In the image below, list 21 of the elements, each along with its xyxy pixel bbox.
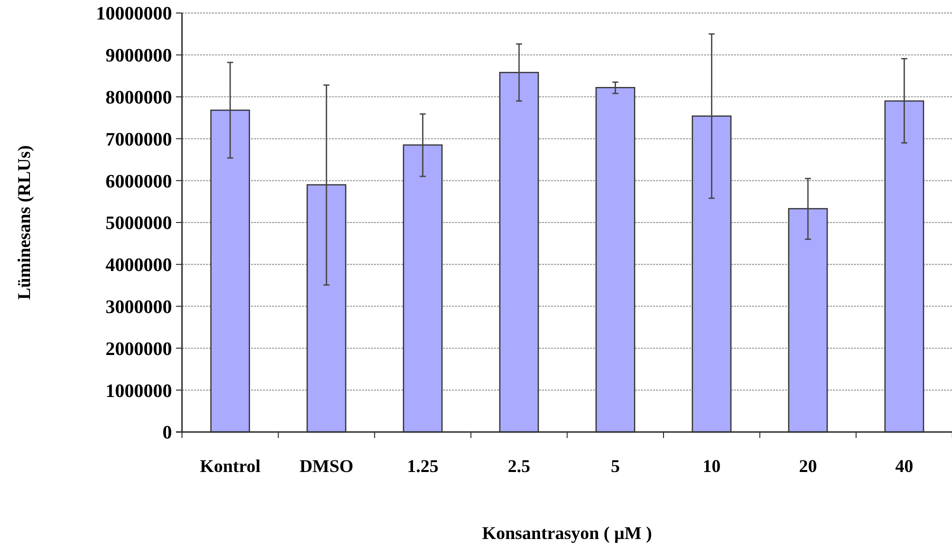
y-axis-title: Lüminesans (RLUs) xyxy=(14,145,34,300)
x-tick-label: 40 xyxy=(895,456,914,476)
x-tick-label: 1.25 xyxy=(407,456,438,476)
y-tick-label: 3000000 xyxy=(106,296,172,318)
x-tick-label: 20 xyxy=(798,456,817,476)
x-tick-label: 2.5 xyxy=(508,456,530,476)
y-tick-label: 5000000 xyxy=(106,213,172,234)
y-tick-label: 1000000 xyxy=(106,380,172,402)
x-tick-label: Kontrol xyxy=(200,456,260,476)
y-tick-label: 4000000 xyxy=(106,255,172,276)
x-tick-label: 10 xyxy=(702,456,721,476)
y-tick-label: 7000000 xyxy=(106,129,172,150)
y-tick-label: 10000000 xyxy=(96,4,172,25)
y-tick-label: 6000000 xyxy=(106,171,172,192)
x-axis-title: Konsantrasyon ( µM ) xyxy=(482,523,652,543)
x-tick-label: DMSO xyxy=(299,456,354,476)
y-tick-label: 9000000 xyxy=(106,46,172,67)
y-tick-label: 8000000 xyxy=(106,87,172,108)
y-tick-label: 2000000 xyxy=(106,338,172,360)
x-tick-label: 5 xyxy=(610,456,620,476)
y-tick-label: 0 xyxy=(162,422,172,444)
